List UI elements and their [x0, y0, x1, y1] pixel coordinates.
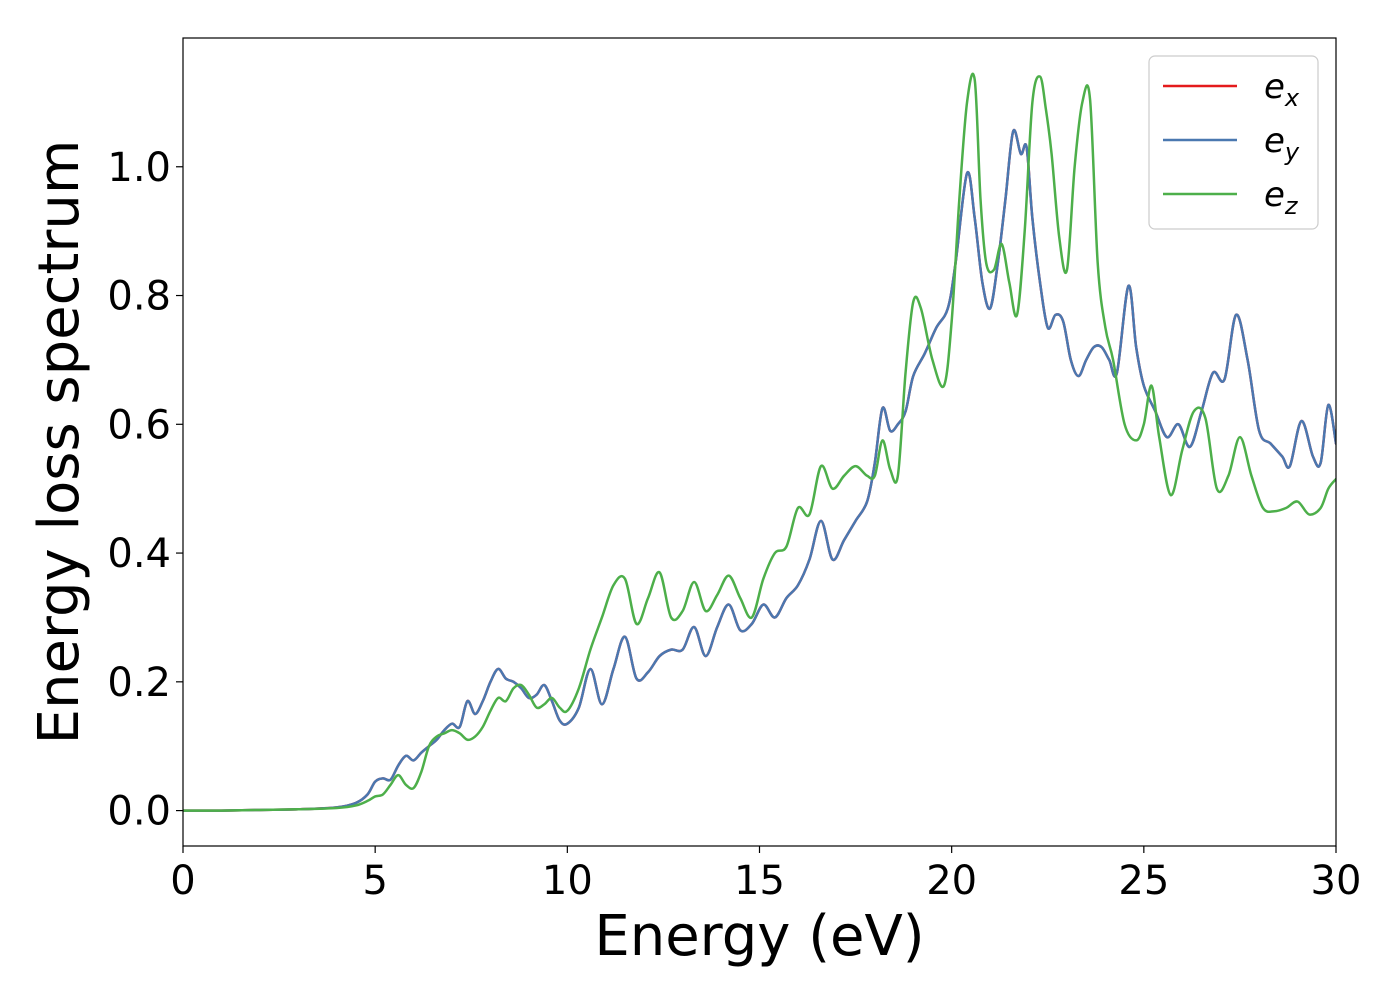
x-tick-label: 10	[542, 858, 593, 904]
y-tick-label: 1.0	[107, 145, 171, 191]
x-tick-label: 25	[1118, 858, 1169, 904]
series-layer	[183, 72, 1336, 812]
x-tick-label: 30	[1311, 858, 1362, 904]
x-tick-label: 0	[170, 858, 195, 904]
y-tick-label: 0.2	[107, 660, 171, 706]
y-tick-label: 0.6	[107, 402, 171, 448]
y-tick-label: 0.8	[107, 274, 171, 320]
x-tick-label: 15	[734, 858, 785, 904]
y-axis-title: Energy loss spectrum	[27, 140, 92, 745]
series-line-y	[183, 128, 1336, 812]
x-axis-title: Energy (eV)	[594, 904, 924, 969]
y-tick-label: 0.4	[107, 531, 171, 577]
x-axis: 0 5 10 15 20 25 30	[170, 846, 1361, 904]
y-axis: 0.0 0.2 0.4 0.6 0.8 1.0	[107, 145, 183, 835]
x-tick-label: 20	[926, 858, 977, 904]
y-tick-label: 0.0	[107, 789, 171, 835]
series-line-z	[183, 72, 1336, 812]
x-tick-label: 5	[362, 858, 387, 904]
legend-box	[1148, 55, 1319, 230]
